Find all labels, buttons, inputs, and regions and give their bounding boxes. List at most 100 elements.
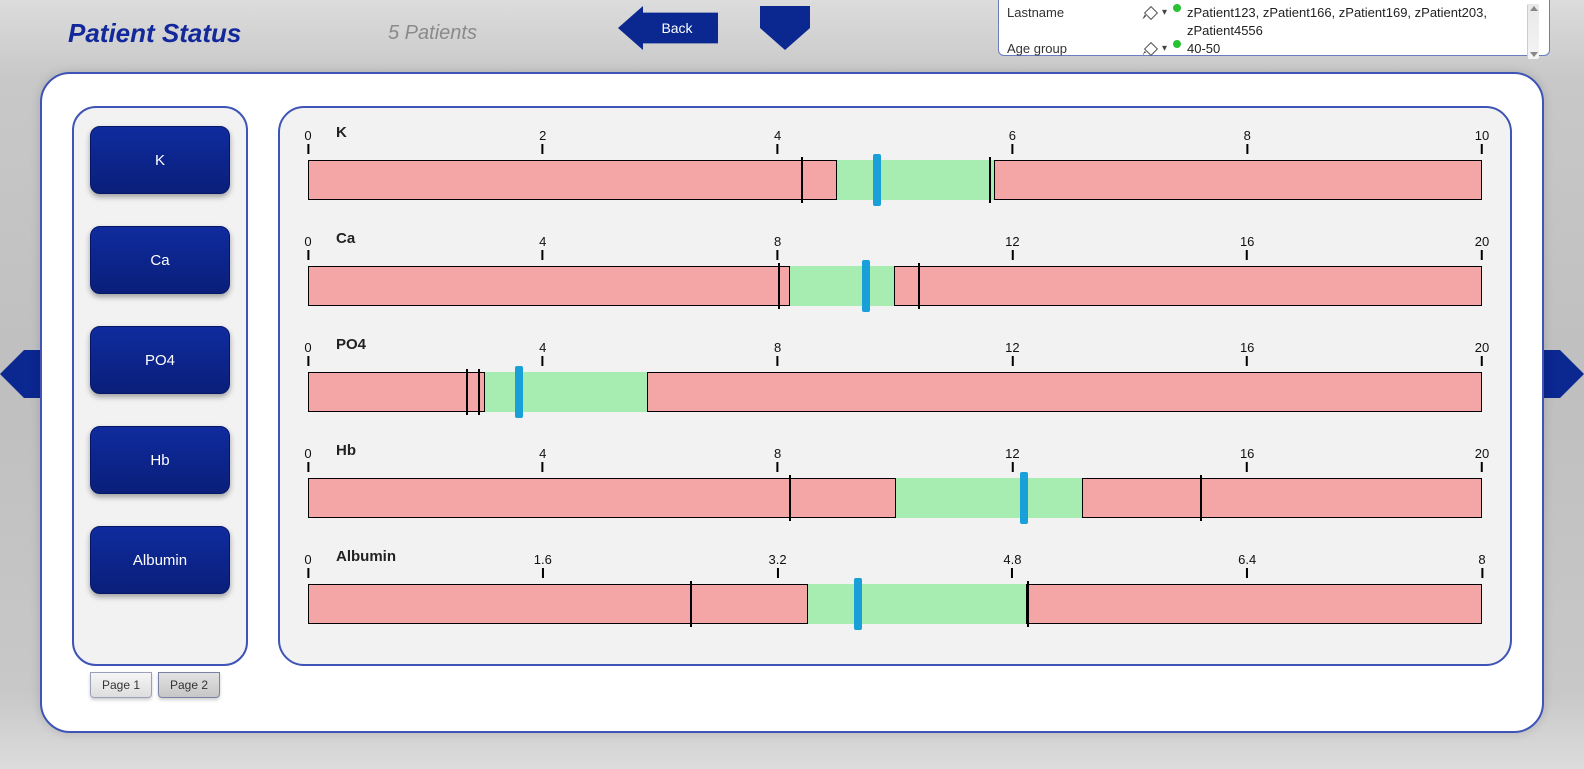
analyte-button-hb[interactable]: Hb — [90, 426, 230, 494]
axis-tick-mark — [542, 144, 544, 154]
axis-tick: 1.6 — [534, 552, 552, 578]
axis-tick-mark — [1246, 356, 1248, 366]
metric-albumin: Albumin01.63.24.86.48 — [308, 548, 1482, 644]
filter-lastname-value-cell: zPatient123, zPatient166, zPatient169, z… — [1173, 4, 1521, 40]
axis-tick-label: 4 — [539, 234, 546, 249]
axis-tick-mark — [542, 568, 544, 578]
axis-tick-label: 4.8 — [1003, 552, 1021, 567]
axis-tick-label: 12 — [1005, 340, 1019, 355]
range-bar[interactable] — [308, 372, 1482, 412]
axis-tick: 10 — [1475, 128, 1489, 154]
axis-tick-label: 16 — [1240, 234, 1254, 249]
filter-lastname-label-cell[interactable]: Lastname ▾ — [1007, 4, 1167, 22]
axis-tick: 3.2 — [769, 552, 787, 578]
axis-tick: 8 — [774, 340, 781, 366]
page-tab-1[interactable]: Page 1 — [90, 672, 152, 698]
filter-agegroup-label: Age group — [1007, 40, 1067, 58]
axis-tick-mark — [777, 568, 779, 578]
axis-tick: 6 — [1009, 128, 1016, 154]
header: Patient Status 5 Patients Back Lastname … — [0, 0, 1584, 60]
page-tab-label: Page 2 — [170, 678, 208, 692]
range-bar-cursor[interactable] — [862, 260, 870, 312]
axis-tick-mark — [1011, 568, 1013, 578]
metric-k: K0246810 — [308, 124, 1482, 220]
analyte-button-label: Albumin — [133, 552, 187, 569]
page-tab-label: Page 1 — [102, 678, 140, 692]
range-bar-cursor[interactable] — [515, 366, 523, 418]
range-bar-threshold-mark — [690, 581, 692, 627]
status-dot-icon — [1173, 40, 1181, 48]
range-bar-normal-zone — [836, 160, 994, 200]
metric-axis: 048121620 — [308, 234, 1482, 260]
analyte-button-k[interactable]: K — [90, 126, 230, 194]
analyte-button-ca[interactable]: Ca — [90, 226, 230, 294]
axis-tick-label: 3.2 — [769, 552, 787, 567]
axis-tick-label: 20 — [1475, 340, 1489, 355]
axis-tick-label: 6 — [1009, 128, 1016, 143]
page-tab-2[interactable]: Page 2 — [158, 672, 220, 698]
axis-tick: 0 — [304, 340, 311, 366]
axis-tick: 8 — [1478, 552, 1485, 578]
range-bar-threshold-mark — [789, 475, 791, 521]
axis-tick-mark — [307, 144, 309, 154]
axis-tick: 20 — [1475, 340, 1489, 366]
axis-tick-mark — [307, 250, 309, 260]
axis-tick-mark — [1011, 462, 1013, 472]
axis-tick: 4 — [539, 234, 546, 260]
filter-scrollbar[interactable] — [1527, 4, 1539, 59]
metric-ca: Ca048121620 — [308, 230, 1482, 326]
range-bar[interactable] — [308, 584, 1482, 624]
range-bar-background — [308, 266, 1482, 306]
filter-agegroup-label-cell[interactable]: Age group ▾ — [1007, 40, 1167, 58]
axis-tick-label: 8 — [1244, 128, 1251, 143]
range-bar-threshold-mark — [478, 369, 480, 415]
axis-tick-label: 16 — [1240, 340, 1254, 355]
range-bar-threshold-mark — [778, 263, 780, 309]
patient-count-label: 5 Patients — [388, 22, 477, 45]
range-bar-cursor[interactable] — [1020, 472, 1028, 524]
range-bar[interactable] — [308, 266, 1482, 306]
metric-axis: 01.63.24.86.48 — [308, 552, 1482, 578]
axis-tick-mark — [1011, 356, 1013, 366]
axis-tick-label: 12 — [1005, 234, 1019, 249]
range-bar[interactable] — [308, 160, 1482, 200]
axis-tick-label: 0 — [304, 446, 311, 461]
axis-tick: 4 — [774, 128, 781, 154]
range-bar-cursor[interactable] — [854, 578, 862, 630]
axis-tick: 6.4 — [1238, 552, 1256, 578]
axis-tick-mark — [1481, 144, 1483, 154]
axis-tick-label: 2 — [539, 128, 546, 143]
page-tabs: Page 1 Page 2 — [90, 672, 220, 698]
axis-tick: 16 — [1240, 234, 1254, 260]
axis-tick-mark — [1481, 568, 1483, 578]
analyte-button-albumin[interactable]: Albumin — [90, 526, 230, 594]
range-bar-normal-zone — [484, 372, 648, 412]
axis-tick: 0 — [304, 446, 311, 472]
axis-tick-label: 12 — [1005, 446, 1019, 461]
range-bar-threshold-mark — [1027, 581, 1029, 627]
metric-po4: PO4048121620 — [308, 336, 1482, 432]
analyte-button-label: Hb — [150, 452, 169, 469]
axis-tick-mark — [1481, 462, 1483, 472]
axis-tick: 4 — [539, 340, 546, 366]
axis-tick: 12 — [1005, 340, 1019, 366]
axis-tick-label: 6.4 — [1238, 552, 1256, 567]
axis-tick: 4.8 — [1003, 552, 1021, 578]
expand-down-button[interactable] — [760, 6, 810, 50]
axis-tick-label: 1.6 — [534, 552, 552, 567]
range-bar-cursor[interactable] — [873, 154, 881, 206]
axis-tick: 8 — [1244, 128, 1251, 154]
analyte-button-po4[interactable]: PO4 — [90, 326, 230, 394]
axis-tick-mark — [1246, 462, 1248, 472]
axis-tick-label: 20 — [1475, 446, 1489, 461]
back-button-label: Back — [661, 20, 692, 36]
filter-lastname-label: Lastname — [1007, 4, 1064, 22]
range-bar[interactable] — [308, 478, 1482, 518]
axis-tick: 0 — [304, 234, 311, 260]
axis-tick-label: 10 — [1475, 128, 1489, 143]
back-button[interactable]: Back — [618, 6, 718, 50]
axis-tick-label: 8 — [1478, 552, 1485, 567]
axis-tick: 20 — [1475, 234, 1489, 260]
range-bar-normal-zone — [895, 478, 1083, 518]
chart-panel: K0246810Ca048121620PO4048121620Hb0481216… — [278, 106, 1512, 666]
